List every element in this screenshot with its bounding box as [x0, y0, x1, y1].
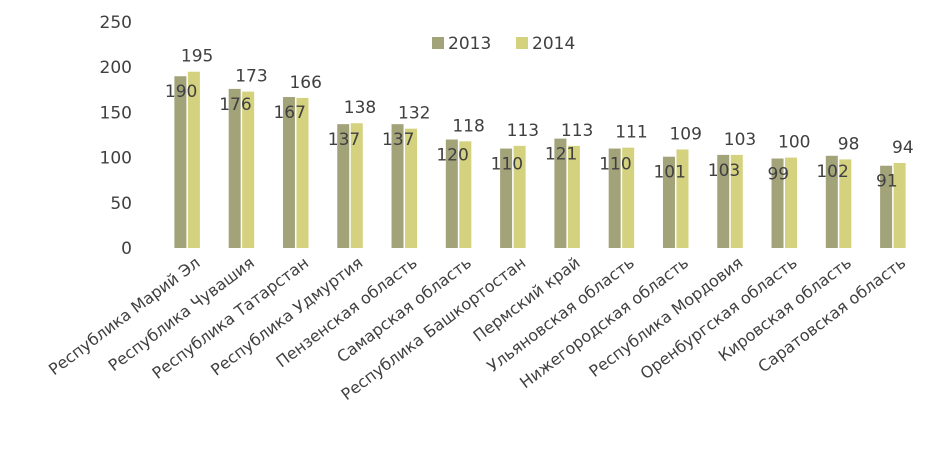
data-label-2014: 195: [181, 47, 213, 67]
bar-2014: [839, 159, 852, 248]
data-label-2013: 110: [599, 155, 631, 175]
data-label-2013: 167: [273, 103, 305, 123]
data-label-2013: 103: [708, 161, 740, 181]
bar-2013: [825, 155, 838, 248]
data-label-2014: 103: [724, 130, 756, 150]
y-tick-label: 200: [100, 58, 132, 78]
bar-2013: [717, 154, 730, 248]
data-label-2013: 121: [545, 145, 577, 165]
data-label-2013: 137: [328, 130, 360, 150]
data-label-2014: 132: [398, 104, 430, 124]
data-label-2013: 176: [219, 95, 251, 115]
data-label-2013: 91: [876, 172, 898, 192]
bar-2013: [391, 124, 404, 248]
bar-2013: [662, 156, 675, 248]
y-tick-label: 0: [121, 239, 132, 259]
data-label-2014: 118: [452, 116, 484, 136]
bar-2014: [187, 71, 200, 248]
bar-2014: [350, 123, 363, 248]
data-label-2014: 138: [344, 98, 376, 118]
bar-2013: [282, 97, 295, 248]
legend: 2013 2014: [432, 34, 575, 54]
bar-2013: [771, 158, 784, 248]
data-label-2014: 94: [892, 138, 914, 158]
data-label-2014: 109: [669, 124, 701, 144]
y-tick-label: 50: [110, 194, 132, 214]
legend-label: 2013: [448, 34, 491, 54]
bar-2013: [445, 139, 458, 248]
data-label-2014: 113: [507, 121, 539, 141]
bar-2014: [785, 157, 798, 248]
data-label-2014: 98: [838, 134, 860, 154]
data-label-2014: 111: [615, 123, 647, 143]
bar-2013: [500, 148, 513, 248]
bar-2013: [337, 124, 350, 248]
bar-2013: [228, 88, 241, 249]
data-label-2014: 100: [778, 133, 810, 153]
bar-2013: [880, 165, 893, 248]
bar-2014: [676, 149, 689, 248]
bar-2013: [608, 148, 621, 248]
bar-2014: [622, 147, 635, 248]
bar-2014: [296, 97, 309, 248]
data-label-2013: 137: [382, 130, 414, 150]
bar-2014: [242, 91, 255, 248]
data-label-2013: 190: [165, 82, 197, 102]
y-tick-label: 100: [100, 149, 132, 169]
data-label-2013: 99: [767, 165, 789, 185]
data-label-2014: 173: [235, 67, 267, 87]
bar-2014: [459, 141, 472, 248]
data-labels: 190 195 176 173 167 166 137 138 137 132 120 118 110 1…: [165, 47, 914, 192]
bar-2014: [405, 128, 418, 248]
legend-swatch-2014: [516, 37, 528, 49]
y-tick-label: 150: [100, 103, 132, 123]
y-tick-label: 250: [100, 13, 132, 33]
data-label-2013: 110: [491, 155, 523, 175]
data-label-2013: 101: [653, 163, 685, 183]
data-label-2014: 166: [289, 73, 321, 93]
data-label-2013: 120: [436, 146, 468, 166]
bar-2014: [513, 145, 526, 248]
data-label-2014: 113: [561, 121, 593, 141]
bar-2013: [174, 76, 187, 249]
bar-2013: [554, 138, 567, 248]
data-label-2013: 102: [816, 162, 848, 182]
bars: [174, 71, 906, 249]
y-axis-ticks: 0 50 100 150 200 250: [100, 13, 132, 259]
bar-2014: [567, 145, 580, 248]
bar-2014: [730, 154, 743, 248]
bar-2014: [893, 163, 906, 248]
legend-swatch-2013: [432, 37, 444, 49]
legend-label: 2014: [532, 34, 575, 54]
